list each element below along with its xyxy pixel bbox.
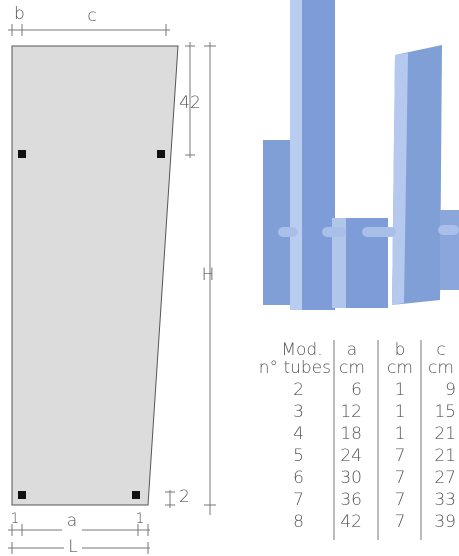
table-cell: 36 (340, 490, 362, 510)
table-cell: 7 (293, 490, 304, 510)
table-cell: 27 (434, 468, 456, 488)
table-cell: 7 (395, 512, 406, 532)
table-cell: 7 (395, 490, 406, 510)
table-cell: 6 (293, 468, 304, 488)
table-cell: 3 (293, 402, 304, 422)
table-cell: 30 (340, 468, 362, 488)
table-cell: 7 (395, 468, 406, 488)
table-cell: 15 (434, 402, 456, 422)
table-header: n° tubes (259, 358, 331, 378)
table-cell: 9 (445, 380, 456, 400)
dim-label: 42 (179, 93, 201, 113)
table-header: b (395, 340, 406, 360)
table-cell: 2 (293, 380, 304, 400)
mount-points (18, 150, 165, 499)
dim-label: 1 (11, 511, 20, 527)
table-cell: 1 (395, 424, 406, 444)
table-cell: 42 (340, 512, 362, 532)
table-header: cm (428, 358, 454, 378)
dim-label: L (68, 537, 77, 556)
dim-label: H (202, 265, 215, 285)
table-cell: 21 (434, 424, 456, 444)
table-cell: 1 (395, 402, 406, 422)
table-rules (333, 340, 422, 540)
table-cell: 1 (395, 380, 406, 400)
table-cell: 21 (434, 446, 456, 466)
table-header: Mod. (281, 340, 322, 360)
dim-label: b (14, 4, 25, 24)
radiator-outline (11, 45, 179, 506)
dim-label: c (87, 6, 96, 26)
table-cell: 39 (434, 512, 456, 532)
table-cell: 8 (293, 512, 304, 532)
table-cell: 4 (293, 424, 304, 444)
table-header: c (436, 340, 445, 360)
table-cell: 33 (434, 490, 456, 510)
table-cell: 18 (340, 424, 362, 444)
table-header: a (347, 340, 357, 360)
table-cell: 5 (293, 446, 304, 466)
table-header: cm (387, 358, 413, 378)
dim-label: 1 (136, 511, 145, 527)
product-image (263, 0, 459, 312)
table-cell: 6 (351, 380, 362, 400)
table-cell: 24 (340, 446, 362, 466)
table-header: cm (339, 358, 365, 378)
dim-label: 2 (179, 487, 190, 507)
dim-label: a (67, 511, 77, 531)
table-cell: 7 (395, 446, 406, 466)
table-cell: 12 (340, 402, 362, 422)
